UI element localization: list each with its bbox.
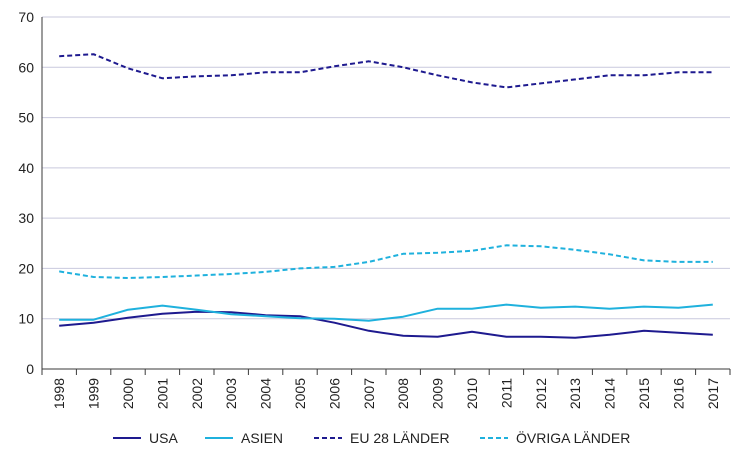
x-tick-label: 2001 — [154, 378, 170, 409]
x-tick-label: 2015 — [636, 378, 652, 409]
legend-label: ÖVRIGA LÄNDER — [516, 429, 630, 446]
x-tick-label: 2006 — [326, 378, 342, 409]
y-tick-label: 50 — [18, 110, 34, 126]
y-tick-label: 10 — [18, 311, 34, 327]
legend-label: ASIEN — [241, 430, 283, 446]
y-tick-label: 40 — [18, 160, 34, 176]
series-line-1 — [59, 303, 713, 322]
series-lines — [59, 53, 713, 339]
legend-label: EU 28 LÄNDER — [350, 430, 450, 446]
x-tick-label: 2013 — [567, 378, 583, 409]
x-tick-label: 2016 — [670, 378, 686, 409]
x-tick-label: 2007 — [361, 378, 377, 409]
x-tick-label: 2011 — [498, 378, 514, 408]
x-tick-label: 2012 — [533, 378, 549, 409]
axes — [41, 17, 731, 375]
y-tick-label: 60 — [18, 59, 34, 75]
x-tick-label: 1999 — [86, 378, 102, 409]
series-line-3 — [59, 244, 713, 279]
y-tick-label: 30 — [18, 210, 34, 226]
legend-item: ÖVRIGA LÄNDER — [480, 429, 630, 446]
legend-label: USA — [149, 430, 178, 446]
y-tick-label: 70 — [18, 9, 34, 25]
legend-item: USA — [113, 430, 178, 446]
legend-item: EU 28 LÄNDER — [314, 430, 450, 446]
x-tick-label: 2010 — [464, 378, 480, 409]
y-tick-label: 0 — [26, 361, 34, 377]
x-tick-label: 2003 — [223, 378, 239, 409]
x-tick-label: 2008 — [395, 378, 411, 409]
legend-item: ASIEN — [205, 430, 283, 446]
x-tick-labels: 1998 1999 2000 2001 2002 2003 2004 2005 2006 2007… — [51, 378, 721, 409]
gridlines — [42, 16, 730, 320]
legend: USA ASIEN EU 28 LÄNDER ÖVRIGA LÄNDER — [113, 429, 630, 446]
x-tick-label: 2002 — [189, 378, 205, 409]
y-tick-labels: 0 10 20 30 40 50 60 70 — [18, 9, 34, 377]
y-tick-label: 20 — [18, 260, 34, 276]
x-tick-label: 2014 — [602, 378, 618, 409]
x-tick-label: 2017 — [705, 378, 721, 409]
series-line-0 — [59, 310, 713, 339]
x-tick-label: 1998 — [51, 378, 67, 409]
series-line-2 — [59, 53, 713, 89]
x-tick-label: 2000 — [120, 378, 136, 409]
x-tick-label: 2005 — [292, 378, 308, 409]
x-tick-label: 2009 — [430, 378, 446, 409]
x-tick-label: 2004 — [258, 378, 274, 409]
